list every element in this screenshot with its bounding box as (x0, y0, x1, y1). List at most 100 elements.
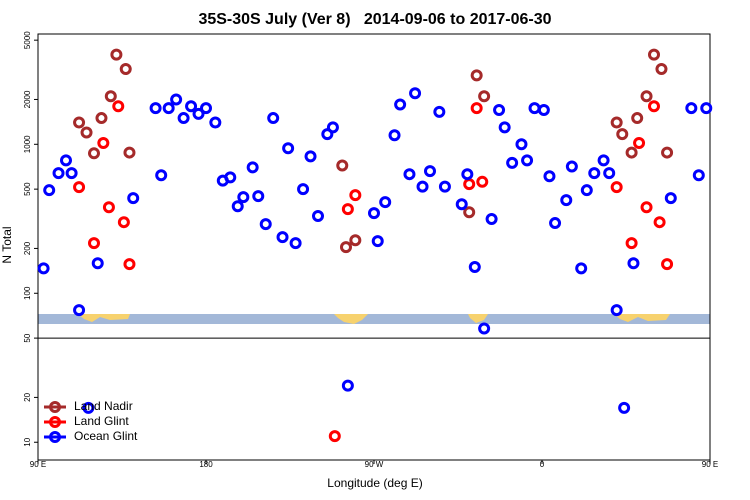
point (409, 87, 422, 100)
point (88, 237, 100, 250)
point (349, 234, 362, 247)
point (43, 184, 56, 197)
point (588, 167, 601, 180)
point (549, 217, 562, 230)
point (610, 116, 623, 129)
point (297, 183, 310, 196)
x-tick-label: 90 E (30, 460, 46, 469)
x-tick-label: 0 (540, 460, 545, 469)
point (304, 150, 317, 163)
point (200, 102, 212, 115)
point (97, 137, 110, 150)
point (461, 168, 474, 181)
series (73, 48, 674, 254)
point (648, 48, 660, 61)
point (177, 112, 190, 125)
point (267, 112, 280, 125)
legend-marker (49, 416, 61, 428)
point (661, 146, 674, 159)
point (185, 100, 198, 113)
point (52, 167, 65, 180)
point (403, 168, 416, 181)
point (498, 121, 511, 134)
point (655, 63, 668, 76)
point (127, 192, 140, 205)
x-tick-label: 90 E (702, 460, 718, 469)
point (653, 216, 666, 229)
point (631, 112, 644, 125)
point (321, 128, 334, 141)
y-tick-label: 200 (23, 241, 32, 255)
point (326, 121, 339, 134)
point (82, 401, 95, 414)
point (476, 175, 489, 188)
point (603, 167, 616, 180)
point (224, 171, 237, 184)
point (170, 93, 183, 106)
point (340, 241, 352, 254)
point (162, 102, 175, 115)
point (468, 261, 481, 274)
point (560, 194, 573, 207)
point (537, 103, 550, 116)
point (625, 237, 638, 250)
point (575, 262, 588, 275)
y-tick-label: 20 (23, 392, 32, 401)
point (117, 216, 130, 229)
point (209, 116, 222, 129)
point (597, 154, 610, 167)
point (336, 159, 349, 172)
point (312, 210, 324, 223)
point (478, 90, 491, 103)
point (664, 192, 677, 205)
point (282, 142, 295, 155)
point (252, 190, 265, 203)
point (610, 181, 623, 194)
y-tick-label: 1000 (23, 135, 32, 153)
point (648, 100, 660, 113)
point (625, 146, 638, 159)
point (580, 184, 593, 197)
point (289, 237, 302, 250)
point (60, 154, 72, 167)
point (104, 90, 117, 103)
point (73, 181, 86, 194)
y-tick-label: 100 (23, 286, 32, 300)
point (119, 63, 132, 76)
point (438, 180, 451, 193)
x-tick-label: 180 (199, 460, 213, 469)
point (276, 231, 289, 244)
point (91, 257, 104, 270)
series (37, 87, 713, 414)
point (246, 161, 259, 174)
point (515, 138, 528, 151)
y-tick-label: 50 (23, 333, 32, 342)
point (341, 203, 354, 216)
point (155, 169, 168, 182)
point (192, 107, 205, 120)
y-tick-label: 2000 (23, 90, 32, 108)
point (640, 201, 653, 214)
point (416, 180, 429, 193)
point (388, 129, 401, 142)
point (661, 258, 674, 271)
point (616, 128, 629, 141)
x-axis-label: Longitude (deg E) (327, 476, 422, 490)
point (65, 167, 78, 180)
point (478, 322, 491, 335)
point (394, 98, 407, 111)
point (700, 102, 713, 115)
point (102, 201, 115, 214)
point (424, 165, 436, 178)
point (73, 116, 86, 129)
point (371, 235, 384, 248)
point (565, 160, 578, 173)
point (618, 401, 631, 414)
point (237, 191, 250, 204)
point (112, 100, 125, 113)
y-axis-label: N Total (0, 226, 14, 263)
point (633, 137, 646, 150)
point (627, 257, 640, 270)
